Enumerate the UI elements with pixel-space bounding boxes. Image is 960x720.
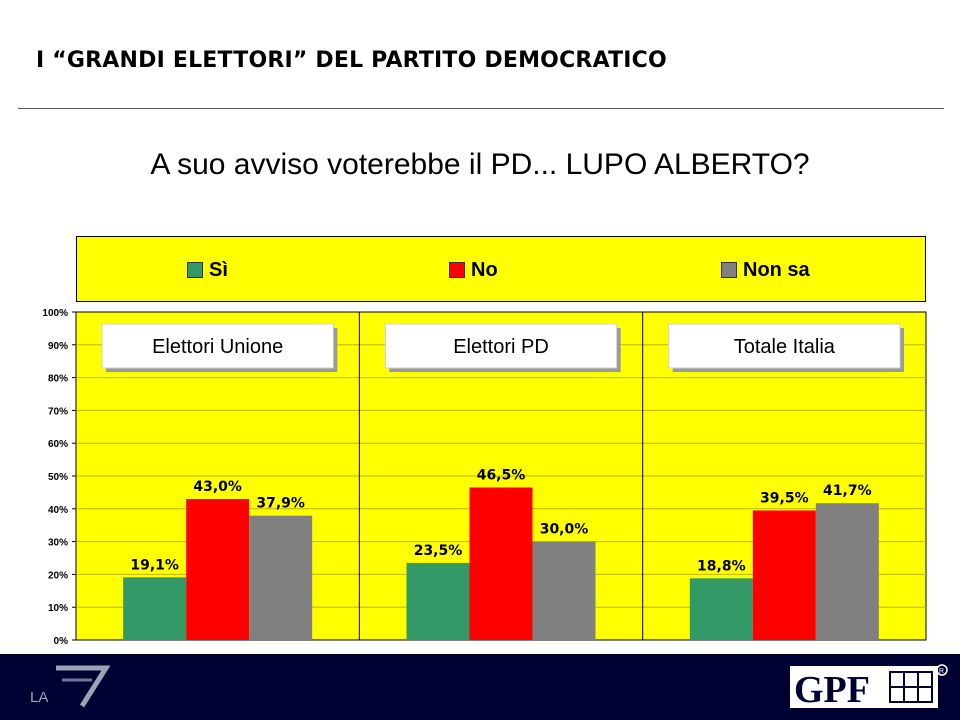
chart-question: A suo avviso voterebbe il PD... LUPO ALB… [150,148,810,181]
bar-si [689,578,753,640]
y-tick-label: 70% [48,406,68,417]
la7-logo-text: LA [30,689,48,706]
y-tick-label: 80% [48,374,68,385]
y-tick-label: 40% [48,505,68,516]
legend-item-si: Sì [187,259,228,281]
legend-label-si: Sì [209,258,228,281]
gpf-logo: GPF R [790,664,948,711]
bar-non-sa [532,541,596,640]
panel-title: Elettori PD [453,336,549,358]
svg-text:R: R [939,668,944,675]
la7-logo-seven [56,665,111,708]
bar-si [123,577,187,640]
legend-item-no: No [449,259,498,281]
legend-label-non-sa: Non sa [743,258,810,281]
data-label: 30,0% [540,522,589,538]
page-title: I “GRANDI ELETTORI” DEL PARTITO DEMOCRAT… [36,48,667,73]
data-label: 19,1% [130,557,179,573]
la7-logo: LA [30,665,111,708]
bar-chart: 0% 10% 20% 30% 40% 50% 60% 70% 80% 90% 100% Elettor… [42,308,927,647]
data-label: 41,7% [823,483,872,499]
panel-title-box [384,323,618,369]
y-tick-label: 0% [54,636,69,647]
data-label: 43,0% [193,479,242,495]
bar-no [752,510,816,640]
panel-title: Elettori Unione [152,336,283,358]
legend: Sì No Non sa [76,236,926,302]
y-tick-label: 90% [48,341,68,352]
data-label: 18,8% [697,558,746,574]
gpf-logo-text: GPF [794,669,870,711]
legend-item-non-sa: Non sa [721,259,810,281]
y-tick-label: 100% [42,308,68,319]
legend-swatch-si [187,262,203,278]
panel-title-box [668,323,901,369]
bar-no [186,498,250,640]
y-tick-label: 60% [48,439,68,450]
data-label: 37,9% [256,496,305,512]
panel-title-box [101,323,334,369]
bar-no [469,487,533,640]
data-label: 23,5% [414,543,463,559]
y-tick-label: 30% [48,538,68,549]
y-tick-label: 10% [48,603,68,614]
legend-swatch-no [449,262,465,278]
panel-title: Totale Italia [734,336,836,358]
legend-label-no: No [471,258,498,281]
legend-swatch-non-sa [721,262,737,278]
bar-si [406,562,470,640]
y-tick-label: 20% [48,570,68,581]
data-label: 46,5% [477,467,526,483]
bar-non-sa [249,515,313,640]
y-tick-label: 50% [48,472,68,483]
data-label: 39,5% [760,490,809,506]
header-divider [18,108,944,109]
bar-non-sa [815,503,879,640]
